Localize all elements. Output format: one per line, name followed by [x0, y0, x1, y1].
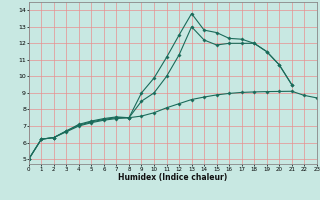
X-axis label: Humidex (Indice chaleur): Humidex (Indice chaleur) [118, 173, 228, 182]
